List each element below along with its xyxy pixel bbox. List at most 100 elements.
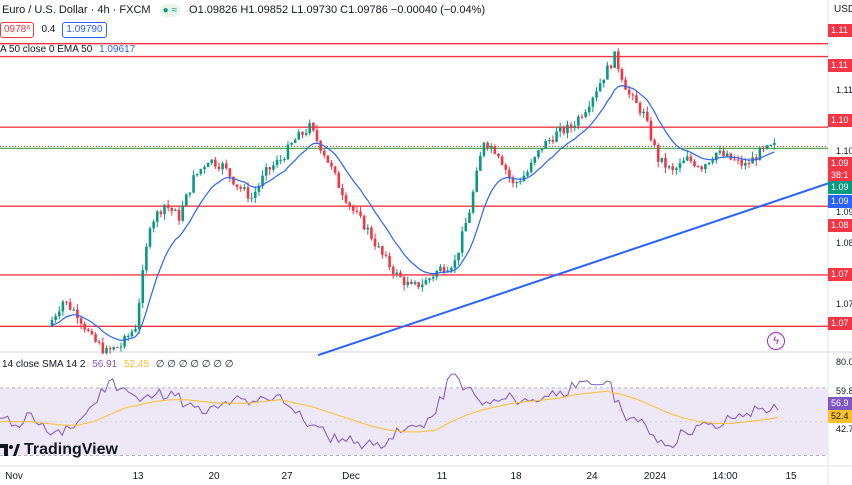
candle-body [486, 142, 489, 148]
candle-body [428, 278, 431, 281]
candle-body [170, 207, 174, 212]
candle-body [402, 277, 406, 286]
candle-body [624, 79, 627, 90]
candle-body [555, 131, 558, 142]
candle-body [471, 191, 475, 213]
candle-body [580, 116, 584, 118]
candle-body [754, 157, 758, 161]
buy-button[interactable]: 1.09790 [62, 22, 107, 38]
candle-body [500, 156, 504, 165]
candle-body [413, 282, 417, 285]
candle-body [195, 173, 199, 176]
candle-body [733, 159, 736, 161]
candle-body [97, 341, 101, 343]
candle-body [573, 125, 577, 129]
candle-body [87, 329, 90, 331]
symbol-header[interactable]: Euro / U.S. Dollar · 4h · FXCM ● ≈ O1.09… [2, 4, 486, 17]
candle-body [609, 65, 613, 68]
price-tick: 1.11 [836, 85, 852, 95]
ohlc-change: −0.00040 (−0.04%) [390, 4, 486, 16]
candle-body [203, 166, 206, 170]
market-status-icon[interactable]: ● ≈ [159, 4, 180, 17]
candle-body [508, 169, 511, 178]
candle-body [304, 133, 308, 135]
candle-body [566, 124, 569, 134]
candle-body [235, 184, 239, 188]
candle-body [355, 210, 359, 212]
candle-body [188, 192, 192, 195]
candle-body [548, 140, 551, 142]
level-badge: 1.07 [828, 268, 852, 281]
candle-body [493, 146, 497, 154]
candle-body [381, 246, 384, 255]
candle-body [275, 159, 279, 166]
candle-body [261, 175, 264, 186]
candle-body [722, 150, 725, 157]
price-tick: 1.10 [836, 146, 852, 156]
candle-body [689, 156, 693, 162]
candle-body [119, 346, 123, 348]
candle-body [68, 302, 72, 310]
sell-button[interactable]: 0978⁶ [0, 22, 35, 38]
interval[interactable]: 4h [97, 4, 110, 16]
candle-body [751, 157, 754, 164]
candle-body [758, 147, 762, 161]
candle-body [671, 166, 675, 171]
candle-body [57, 311, 61, 317]
candle-body [773, 142, 776, 145]
rsi-legend[interactable]: 14 close SMA 14 2 56.91 52.45 ∅ ∅ ∅ ∅ ∅ … [2, 359, 233, 370]
candle-body [253, 191, 257, 198]
candle-body [595, 91, 598, 98]
candle-body [660, 157, 664, 162]
candle-body [649, 120, 653, 141]
candle-body [417, 282, 420, 288]
time-tick: 15 [785, 471, 797, 482]
candle-body [116, 347, 119, 349]
candle-body [526, 172, 529, 176]
candle-body [769, 144, 773, 146]
ascending-trendline [317, 174, 852, 357]
currency-label: USD [834, 4, 852, 15]
time-tick: 20 [208, 471, 220, 482]
candle-body [700, 166, 704, 170]
candle-body [76, 309, 79, 319]
candle-body [65, 301, 68, 303]
candle-body [330, 162, 333, 167]
data-source: FXCM [119, 4, 151, 16]
candle-body [264, 167, 268, 176]
candle-body [163, 204, 166, 215]
candle-body [602, 79, 606, 84]
candle-body [308, 123, 312, 134]
candle-body [250, 197, 253, 199]
candle-body [359, 211, 362, 216]
candle-body [333, 166, 337, 173]
candle-body [90, 330, 94, 335]
candle-body [591, 97, 595, 107]
candle-body [297, 132, 301, 140]
tradingview-logo[interactable]: TradingView [0, 441, 118, 459]
rsi-tick: 80.0 [836, 357, 852, 367]
candle-body [479, 155, 482, 171]
lightning-icon[interactable]: ϟ [767, 332, 785, 350]
candle-body [406, 281, 410, 286]
time-tick: 11 [436, 471, 448, 482]
candle-body [72, 309, 76, 311]
candle-body [177, 209, 181, 221]
candle-body [631, 94, 635, 96]
candle-body [439, 266, 442, 271]
candle-body [228, 168, 232, 177]
candle-body [515, 182, 518, 184]
candle-body [326, 155, 330, 163]
price-tick: 1.07 [836, 299, 852, 309]
ohlc-low: L1.09730 [291, 4, 338, 16]
symbol-name[interactable]: Euro / U.S. Dollar [2, 4, 88, 16]
candle-body [199, 169, 203, 174]
ema-legend[interactable]: A 50 close 0 EMA 50 1.09617 [0, 44, 135, 55]
candle-body [181, 205, 184, 221]
candle-body [613, 51, 616, 68]
candle-body [272, 165, 275, 170]
candle-body [410, 281, 413, 285]
candle-body [366, 227, 370, 230]
candle-body [704, 164, 707, 170]
